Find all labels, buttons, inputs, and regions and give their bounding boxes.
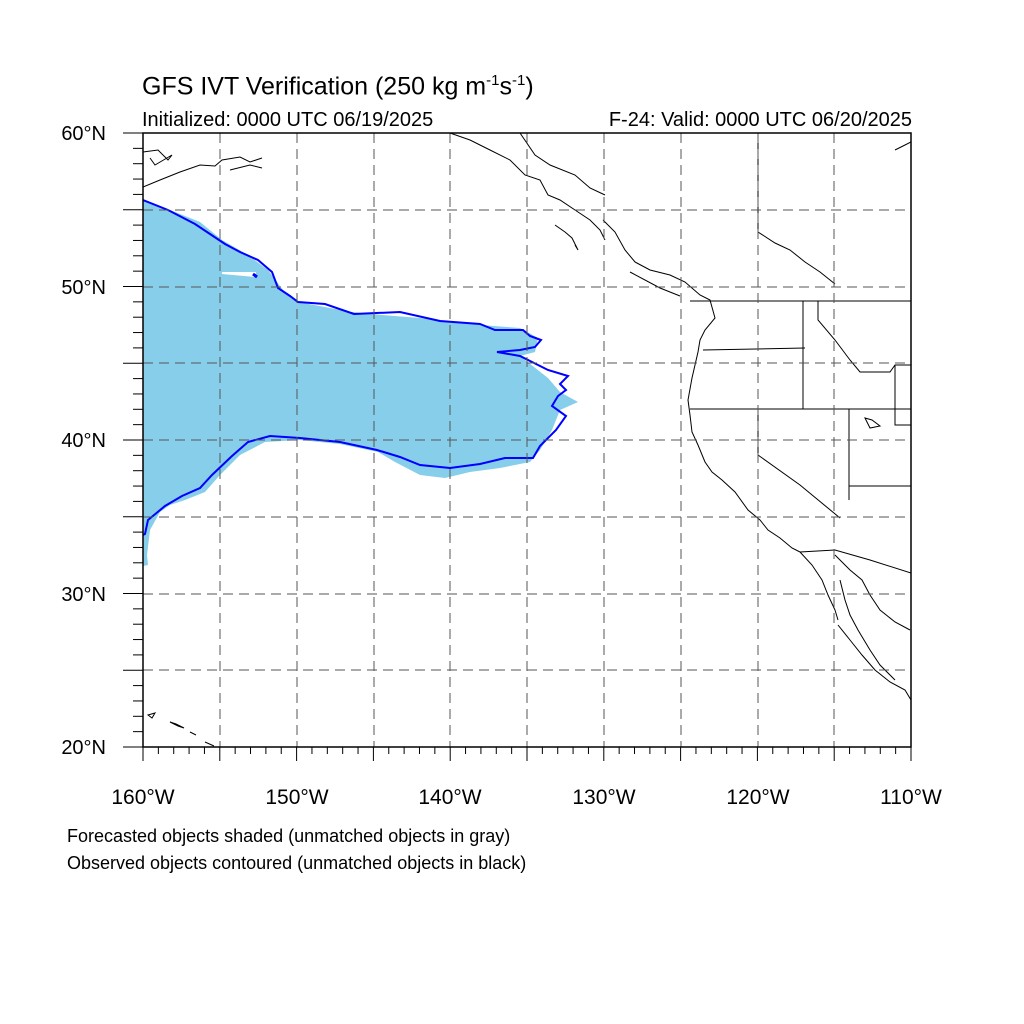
axis-ticks (123, 132, 912, 761)
legend-forecast: Forecasted objects shaded (unmatched obj… (67, 826, 511, 846)
lat-label-60: 60°N (61, 123, 106, 145)
lat-label-20: 20°N (61, 737, 106, 759)
lon-label-130w: 130°W (572, 786, 636, 809)
legend-observed: Observed objects contoured (unmatched ob… (67, 853, 527, 873)
forecast-gap (222, 272, 256, 277)
lon-label-150w: 150°W (265, 786, 329, 809)
lon-label-120w: 120°W (726, 786, 790, 809)
forecast-object-shading (143, 200, 578, 566)
lat-label-40: 40°N (61, 430, 106, 452)
valid-time: F-24: Valid: 0000 UTC 06/20/2025 (608, 109, 912, 131)
lon-label-160w: 160°W (111, 786, 175, 809)
lat-label-50: 50°N (61, 277, 106, 299)
state-borders (690, 133, 911, 574)
init-time: Initialized: 0000 UTC 06/19/2025 (142, 109, 434, 131)
observed-object-dot (252, 272, 258, 279)
graticule (143, 133, 911, 747)
coastlines (143, 133, 911, 747)
lon-label-140w: 140°W (418, 786, 482, 809)
lon-label-110w: 110°W (880, 786, 942, 809)
map-title: GFS IVT Verification (250 kg m-1s-1) (142, 72, 534, 101)
lat-label-30: 30°N (61, 584, 106, 606)
observed-object-contour (143, 199, 570, 536)
